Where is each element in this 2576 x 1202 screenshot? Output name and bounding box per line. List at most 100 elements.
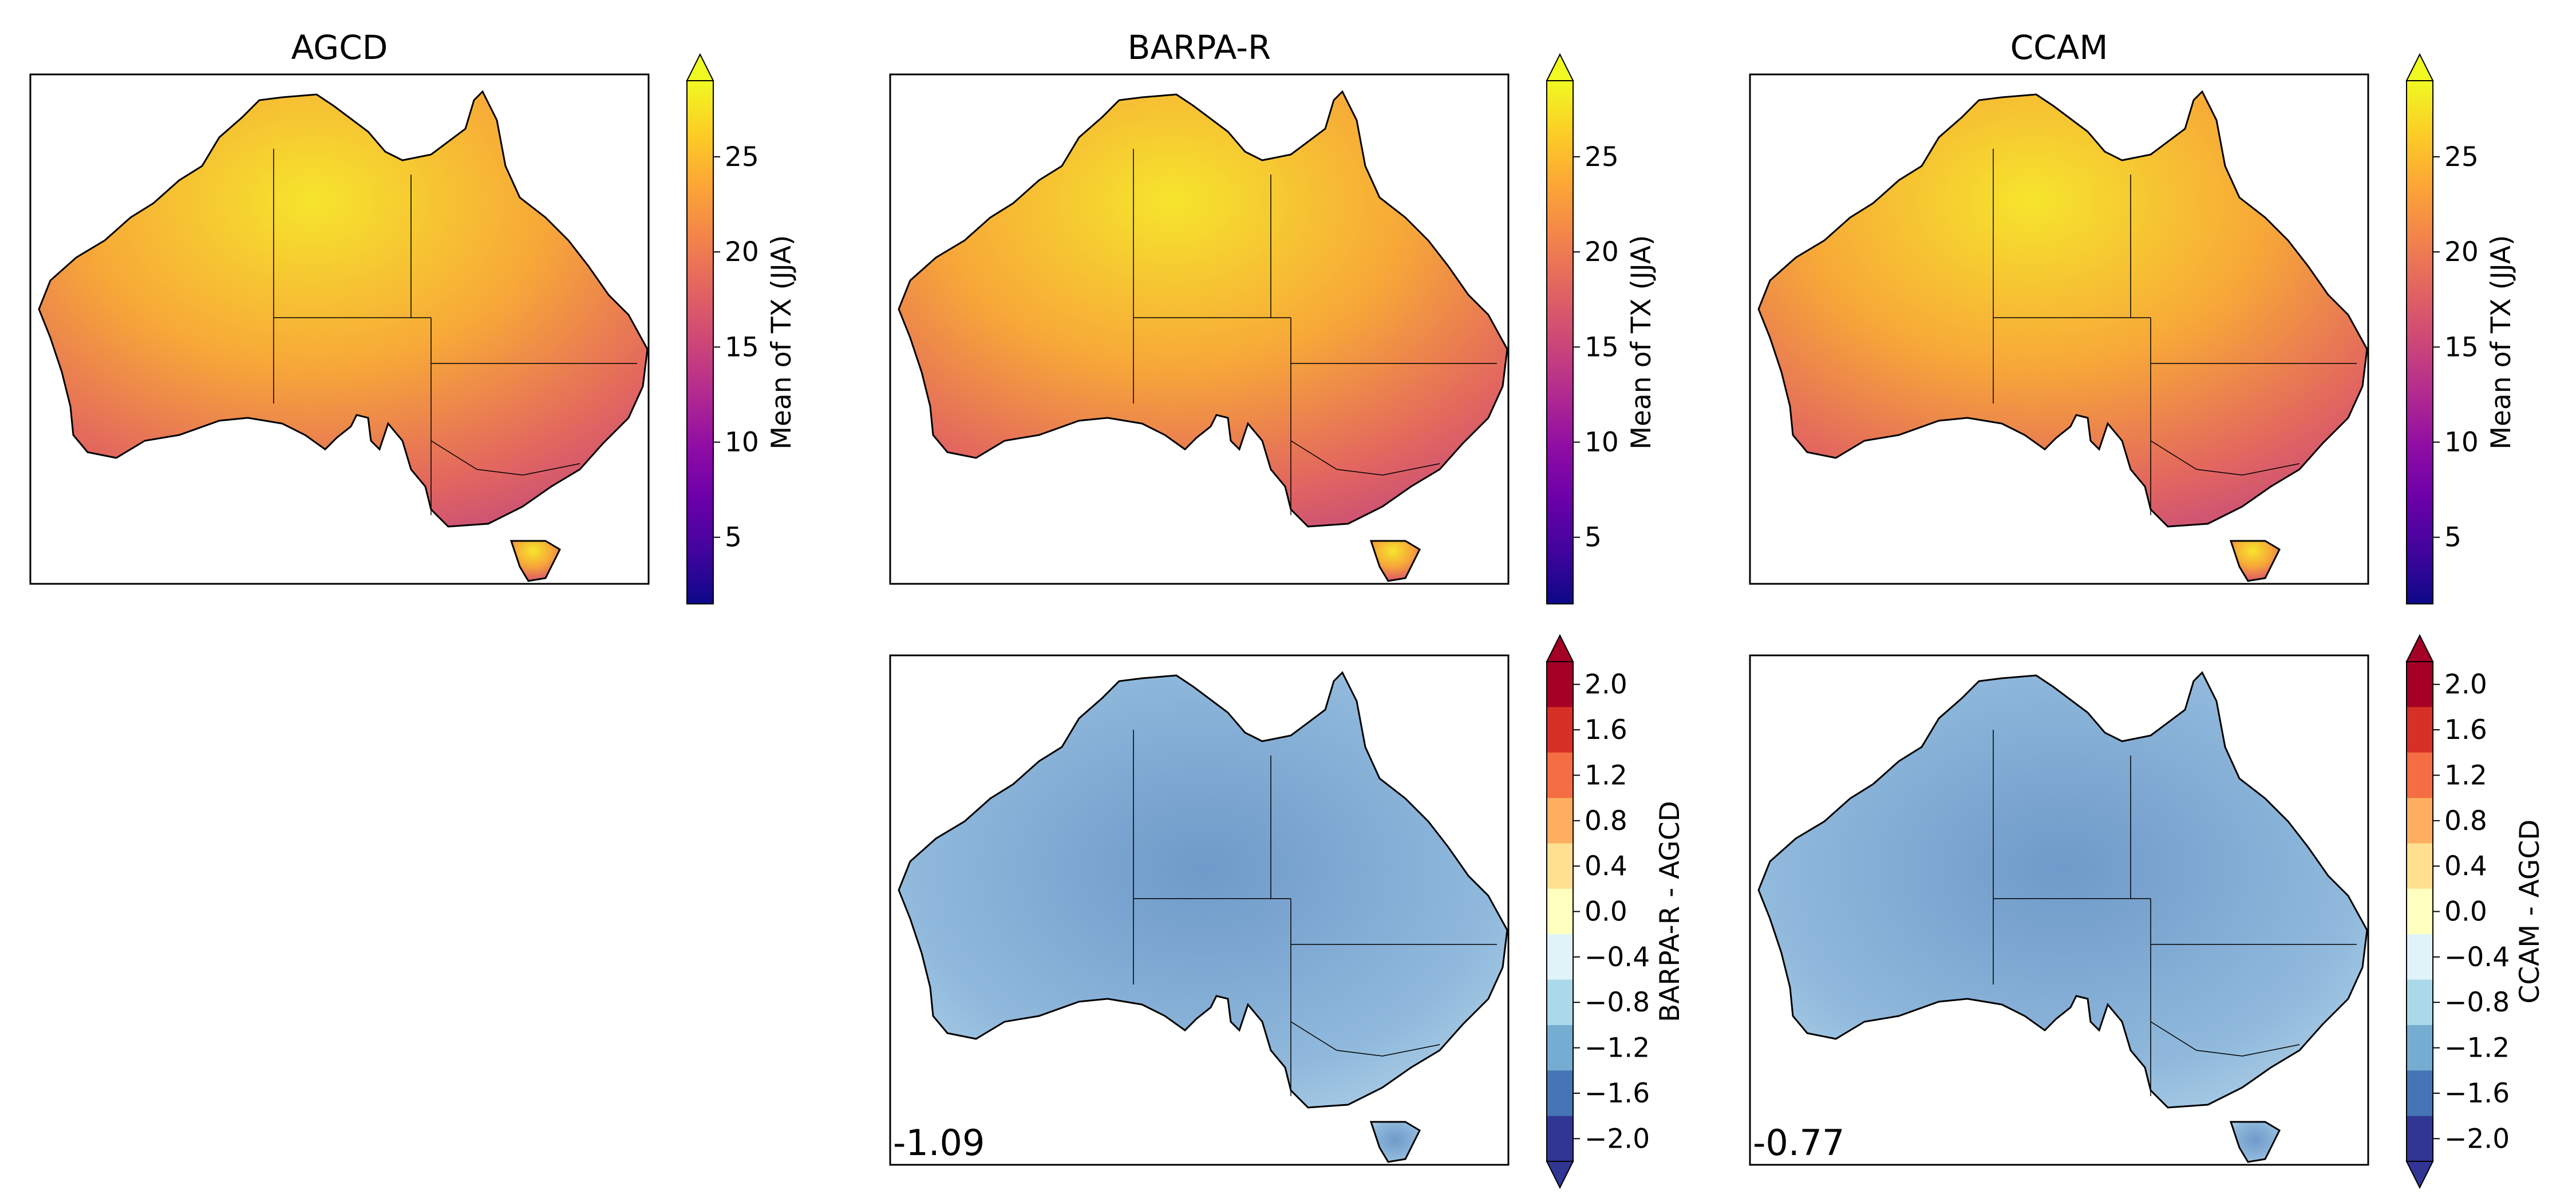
colorbar-tick-label: 10: [725, 426, 759, 458]
colorbar-barpa-r-diff: 2.0 1.6 1.2 0.8 0.4 0.0 −0.4 −0.8 −1.2 −1.6 −2.0 BA…: [1546, 634, 1686, 1189]
colorbar-tick-label: −0.8: [2444, 987, 2510, 1018]
colorbar-tick-label: 0.0: [2444, 896, 2487, 928]
mean-bias-value: -1.09: [893, 1122, 985, 1164]
map-panel-agcd: AGCD: [29, 28, 650, 585]
colorbar-bin: [2407, 707, 2433, 753]
colorbar-extend-min: [1546, 1161, 1574, 1189]
colorbar-bin: [2407, 843, 2433, 889]
colorbar-tick-label: 15: [725, 331, 759, 363]
colorbar-extend-max: [2405, 53, 2434, 81]
colorbar-tick-label: 0.0: [1585, 896, 1627, 928]
colorbar-tick-label: 2.0: [1585, 669, 1627, 701]
colorbar-extend-max: [1546, 53, 1574, 81]
colorbar-tick-label: 20: [2444, 236, 2479, 268]
colorbar-tick-label: −2.0: [1585, 1123, 1650, 1154]
tasmania-landmass: [1369, 540, 1421, 582]
colorbar-bin: [1547, 1116, 1573, 1162]
colorbar-tick-label: 10: [2444, 426, 2479, 458]
australia-landmass: [1757, 90, 2368, 528]
colorbar-bin: [1547, 1070, 1573, 1117]
colorbar-label: Mean of TX (JJA): [2486, 235, 2517, 450]
colorbar-tick-label: 1.6: [1585, 714, 1627, 746]
tasmania-landmass: [2229, 540, 2281, 582]
tasmania-landmass: [1369, 1121, 1421, 1163]
colorbar-tick-label: 15: [2444, 331, 2479, 363]
colorbar-tick-label: 25: [2444, 141, 2479, 173]
colorbar-label: CCAM - AGCD: [2514, 820, 2546, 1004]
colorbar-tick-label: −0.8: [1585, 987, 1650, 1018]
colorbar-tick-label: 0.4: [1585, 851, 1627, 882]
state-border: [1290, 1021, 1440, 1057]
colorbar-tick-label: 25: [1585, 141, 1619, 173]
colorbar-tick-label: 5: [2444, 522, 2462, 553]
colorbar-extend-min: [2405, 1161, 2434, 1189]
colorbar-bin: [1547, 843, 1573, 889]
state-border: [2150, 440, 2300, 476]
colorbar-bin: [2407, 662, 2433, 707]
colorbar-body: [1546, 80, 1574, 604]
colorbar-tick-label: 1.6: [2444, 714, 2487, 746]
tasmania-landmass: [509, 540, 561, 582]
colorbar-bin: [1547, 979, 1573, 1026]
colorbar-extend-max: [2405, 634, 2434, 662]
colorbar-tick-label: 25: [725, 141, 759, 173]
colorbar-bin: [1547, 1025, 1573, 1071]
colorbar-tick-label: 1.2: [2444, 760, 2487, 791]
colorbar-tick-label: −1.2: [2444, 1033, 2510, 1064]
colorbar-bin: [1547, 707, 1573, 753]
colorbar-ccam: 5 10 15 20 25 Mean of TX (JJA): [2405, 53, 2517, 604]
colorbar-barpa-r: 5 10 15 20 25 Mean of TX (JJA): [1546, 53, 1657, 604]
colorbar-tick-label: 20: [725, 236, 759, 268]
mean-bias-value: -0.77: [1753, 1122, 1844, 1164]
colorbar-bin: [2407, 798, 2433, 844]
colorbar-label: Mean of TX (JJA): [766, 235, 797, 450]
colorbar-tick-label: 1.2: [1585, 760, 1627, 791]
colorbar-agcd: 5 10 15 20 25 Mean of TX (JJA): [686, 53, 797, 604]
australia-landmass: [1757, 671, 2368, 1109]
colorbar-body: [686, 80, 714, 604]
colorbar-bin: [2407, 934, 2433, 980]
colorbar-tick-label: 20: [1585, 236, 1619, 268]
colorbar-tick-label: 0.8: [2444, 805, 2487, 837]
colorbar-ccam-diff: 2.0 1.6 1.2 0.8 0.4 0.0 −0.4 −0.8 −1.2 −1.6 −2.0 CC…: [2405, 634, 2546, 1189]
colorbar-bin: [2407, 752, 2433, 798]
colorbar-bin: [2407, 1070, 2433, 1117]
colorbar-tick-label: 5: [725, 522, 742, 553]
colorbar-tick-label: 10: [1585, 426, 1619, 458]
australia-landmass: [898, 671, 1508, 1109]
panel-title: BARPA-R: [1128, 28, 1271, 67]
map-panel-barpa-r: BARPA-R: [889, 28, 1510, 585]
colorbar-tick-label: 0.4: [2444, 851, 2487, 882]
colorbar-bin: [1547, 934, 1573, 980]
map-panel-barpa-r-minus-agcd: -1.09: [889, 654, 1510, 1166]
colorbar-label: BARPA-R - AGCD: [1654, 801, 1686, 1022]
colorbar-body: [2406, 80, 2433, 604]
colorbar-tick-label: −0.4: [1585, 942, 1650, 973]
colorbar-bin: [2407, 888, 2433, 935]
australia-landmass: [38, 90, 649, 528]
colorbar-bin: [2407, 979, 2433, 1026]
colorbar-tick-label: 2.0: [2444, 669, 2487, 701]
colorbar-bin: [1547, 662, 1573, 707]
map-panel-ccam: CCAM: [1749, 28, 2369, 585]
colorbar-tick-label: −1.6: [2444, 1078, 2510, 1109]
colorbar-extend-max: [686, 53, 714, 81]
panel-title: CCAM: [2010, 28, 2108, 67]
state-border: [1290, 440, 1440, 476]
colorbar-tick-label: −1.2: [1585, 1033, 1650, 1064]
colorbar-bin: [1547, 798, 1573, 844]
tasmania-landmass: [2229, 1121, 2281, 1163]
australia-landmass: [898, 90, 1508, 528]
colorbar-tick-label: 15: [1585, 331, 1619, 363]
colorbar-tick-label: −2.0: [2444, 1123, 2510, 1154]
state-border: [430, 440, 580, 476]
panel-title: AGCD: [291, 28, 388, 67]
colorbar-bin: [2407, 1025, 2433, 1071]
colorbar-tick-label: 5: [1585, 522, 1602, 553]
colorbar-tick-label: −0.4: [2444, 942, 2510, 973]
colorbar-bin: [1547, 888, 1573, 935]
colorbar-bin: [2407, 1116, 2433, 1162]
colorbar-bin: [1547, 752, 1573, 798]
state-border: [2150, 1021, 2300, 1057]
